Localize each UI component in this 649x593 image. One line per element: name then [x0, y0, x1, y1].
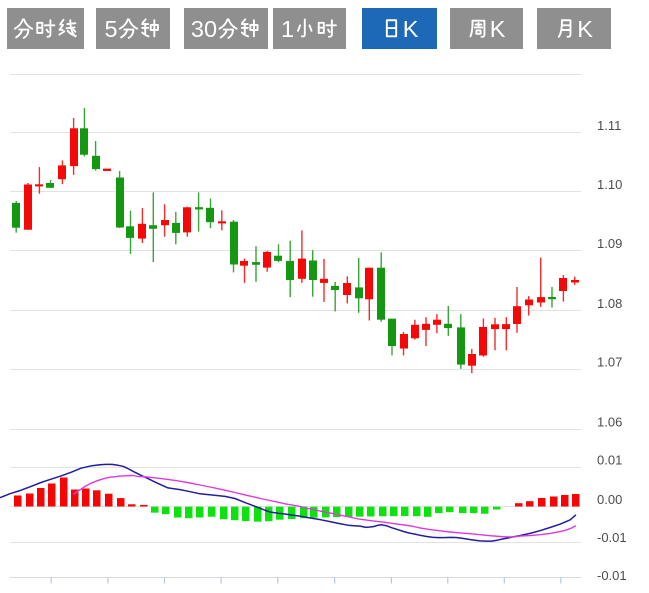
svg-text:K: K: [403, 16, 419, 42]
svg-text:1.11: 1.11: [597, 118, 621, 133]
svg-text:0: 0: [204, 16, 217, 42]
svg-text:1.09: 1.09: [597, 236, 622, 251]
svg-text:1.06: 1.06: [597, 414, 622, 429]
svg-text:-0.01: -0.01: [597, 568, 627, 583]
svg-text:0.01: 0.01: [597, 453, 622, 468]
svg-text:1.10: 1.10: [597, 177, 622, 192]
svg-text:1.08: 1.08: [597, 296, 622, 311]
svg-text:K: K: [577, 16, 593, 42]
svg-text:3: 3: [191, 16, 204, 42]
svg-text:-0.01: -0.01: [597, 530, 627, 545]
svg-text:1.07: 1.07: [597, 355, 622, 370]
svg-text:K: K: [490, 16, 506, 42]
svg-text:1: 1: [281, 16, 294, 42]
svg-text:0.00: 0.00: [597, 492, 622, 507]
svg-text:5: 5: [105, 16, 118, 42]
